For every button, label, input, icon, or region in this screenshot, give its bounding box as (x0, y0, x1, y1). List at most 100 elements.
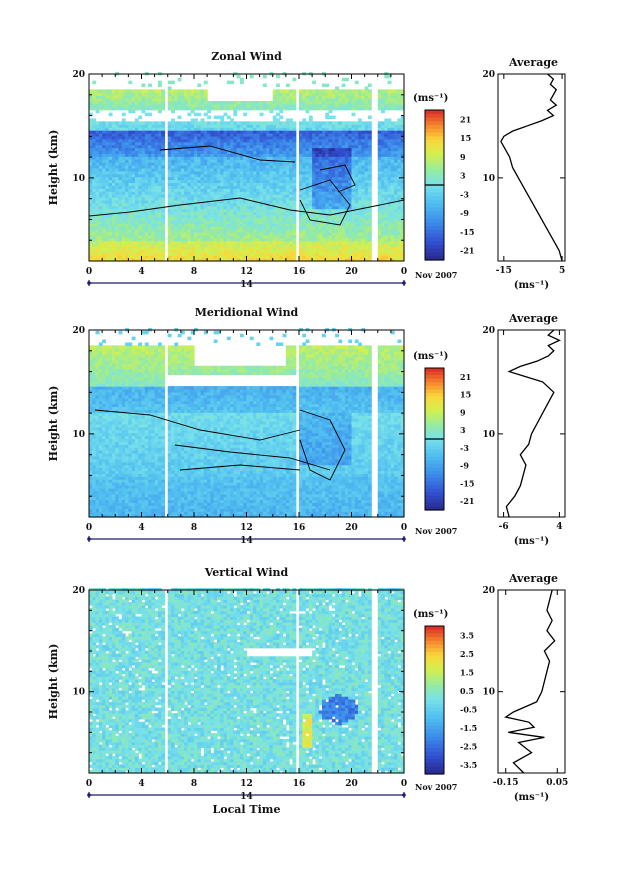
x-tick-label: 8 (191, 523, 197, 533)
colorbar-segment (425, 696, 444, 701)
date-label: Nov 2007 (415, 270, 457, 280)
colorbar-segment (425, 499, 444, 504)
colorbar-segment (425, 488, 444, 493)
colorbar-segment (425, 755, 444, 760)
colorbar-segment (425, 700, 444, 705)
colorbar-segment (425, 245, 444, 250)
colorbar-segment (425, 143, 444, 149)
colorbar-segment (425, 685, 444, 690)
colorbar-segment (425, 748, 444, 753)
profile-title: Average (508, 312, 558, 325)
profile-x-tick-label: 4 (556, 522, 562, 532)
colorbar-segment (425, 192, 444, 197)
panel-title: Meridional Wind (195, 306, 299, 319)
colorbar-segment (425, 718, 444, 723)
colorbar-segment (425, 502, 444, 508)
contour-line (94, 409, 301, 441)
colorbar-segment (425, 222, 444, 227)
x-tick-label: 12 (240, 267, 253, 277)
colorbar-segment (425, 428, 444, 433)
y-axis-label: Height (km) (47, 130, 60, 206)
colorbar-segment (425, 399, 444, 405)
colorbar-tick-label: -9 (460, 461, 469, 471)
colorbar-segment (425, 492, 444, 497)
colorbar-segment (425, 729, 444, 734)
colorbar-tick-label: -21 (460, 496, 474, 506)
colorbar-segment (425, 659, 444, 664)
profile-x-label: (ms⁻¹) (514, 536, 549, 547)
x-tick-label: 12 (240, 523, 253, 533)
colorbar-segment (425, 640, 444, 646)
colorbar-segment (425, 470, 444, 476)
x-tick-label: 0 (86, 779, 92, 789)
colorbar-segment (425, 211, 444, 216)
colorbar-segment (425, 722, 444, 727)
colorbar-segment (425, 460, 444, 465)
colorbar-tick-label: -9 (460, 208, 469, 218)
y-tick-label: 10 (72, 688, 85, 698)
colorbar-segment (425, 725, 444, 731)
colorbar-segment (425, 677, 444, 683)
colorbar-segment (425, 751, 444, 757)
colorbar-segment (425, 478, 444, 483)
colorbar-segment (425, 403, 444, 408)
colorbar-segment (425, 248, 444, 254)
colorbar-tick-label: -3 (460, 189, 469, 199)
profile-y-tick-label: 20 (482, 70, 495, 80)
profile-x-label: (ms⁻¹) (514, 792, 549, 803)
day-label: 14 (240, 792, 253, 802)
colorbar-segment (425, 733, 444, 738)
colorbar-segment (425, 241, 444, 246)
y-axis-label: Height (km) (47, 386, 60, 462)
colorbar-segment (425, 128, 444, 134)
x-tick-label: 0 (401, 523, 407, 533)
colorbar-tick-label: 3 (460, 425, 466, 435)
colorbar-segment (425, 759, 444, 764)
colorbar-segment (425, 485, 444, 490)
colorbar-segment (425, 644, 444, 649)
colorbar-tick-label: -0.5 (460, 704, 477, 714)
colorbar-tick-label: 3 (460, 171, 466, 181)
colorbar-frame (424, 625, 445, 775)
y-tick-label: 10 (72, 430, 85, 440)
colorbar-segment (425, 424, 444, 429)
heatmap-cells (89, 587, 405, 774)
colorbar-segment (425, 185, 444, 190)
colorbar-tick-label: -21 (460, 246, 474, 256)
profile-x-tick-label: -0.15 (493, 778, 519, 788)
x-tick-label: 0 (401, 267, 407, 277)
colorbar-tick-label: 21 (460, 372, 471, 382)
heatmap-cells (89, 327, 405, 518)
colorbar-unit: (ms⁻¹) (413, 351, 448, 362)
colorbar-segment (425, 414, 444, 419)
colorbar-segment (425, 396, 444, 401)
colorbar-segment (425, 648, 444, 653)
y-tick-label: 20 (72, 70, 85, 80)
colorbar-segment (425, 226, 444, 231)
panel-0: Zonal Wind 0 4 8 12 16 20 0 10 20 Height (km) 14 Nov… (47, 50, 566, 291)
colorbar-segment (425, 140, 444, 145)
colorbar-unit: (ms⁻¹) (413, 93, 448, 104)
colorbar-segment (425, 151, 444, 156)
colorbar-segment (425, 215, 444, 220)
colorbar-segment (425, 421, 444, 426)
colorbar-segment (425, 663, 444, 668)
colorbar-segment (425, 766, 444, 771)
colorbar-tick-label: 15 (460, 133, 471, 143)
colorbar-segment (425, 113, 444, 119)
colorbar-segment (425, 170, 444, 175)
colorbar-segment (425, 495, 444, 500)
day-label: 14 (240, 280, 253, 290)
profile-x-tick-label: 0.05 (546, 778, 568, 788)
colorbar-segment (425, 439, 444, 444)
colorbar-segment (425, 200, 444, 205)
profile-title: Average (508, 56, 558, 69)
colorbar-segment (425, 456, 444, 461)
profile-title: Average (508, 572, 558, 585)
colorbar-segment (425, 155, 444, 160)
colorbar-segment (425, 744, 444, 749)
colorbar-segment (425, 714, 444, 720)
x-tick-label: 0 (86, 267, 92, 277)
colorbar-segment (425, 203, 444, 209)
x-tick-label: 20 (345, 779, 358, 789)
